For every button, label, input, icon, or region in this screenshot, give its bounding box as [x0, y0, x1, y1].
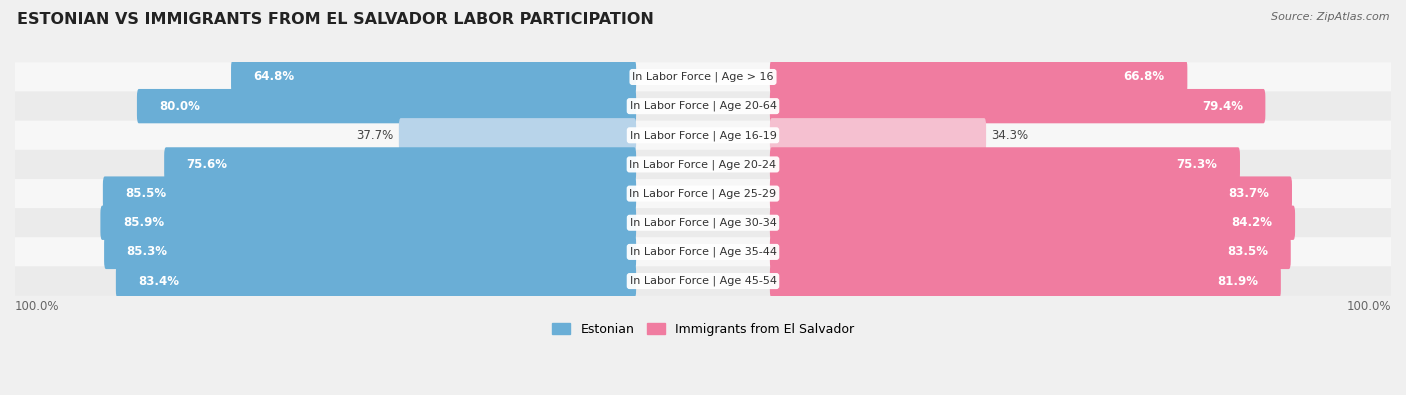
Text: 83.5%: 83.5%	[1227, 245, 1268, 258]
Text: 37.7%: 37.7%	[357, 129, 394, 142]
FancyBboxPatch shape	[770, 264, 1281, 298]
Text: 85.5%: 85.5%	[125, 187, 166, 200]
Text: 84.2%: 84.2%	[1232, 216, 1272, 229]
Text: In Labor Force | Age > 16: In Labor Force | Age > 16	[633, 72, 773, 82]
Text: 34.3%: 34.3%	[991, 129, 1028, 142]
Text: 85.9%: 85.9%	[122, 216, 165, 229]
FancyBboxPatch shape	[770, 60, 1187, 94]
FancyBboxPatch shape	[103, 177, 636, 211]
Text: In Labor Force | Age 45-54: In Labor Force | Age 45-54	[630, 276, 776, 286]
FancyBboxPatch shape	[15, 179, 1391, 208]
Text: 79.4%: 79.4%	[1202, 100, 1243, 113]
FancyBboxPatch shape	[15, 237, 1391, 267]
Text: In Labor Force | Age 25-29: In Labor Force | Age 25-29	[630, 188, 776, 199]
FancyBboxPatch shape	[770, 118, 986, 152]
Text: 75.6%: 75.6%	[187, 158, 228, 171]
Text: 80.0%: 80.0%	[159, 100, 200, 113]
Text: 100.0%: 100.0%	[15, 300, 59, 313]
FancyBboxPatch shape	[770, 205, 1295, 240]
Text: In Labor Force | Age 16-19: In Labor Force | Age 16-19	[630, 130, 776, 141]
FancyBboxPatch shape	[100, 205, 636, 240]
Text: 81.9%: 81.9%	[1218, 275, 1258, 288]
FancyBboxPatch shape	[770, 177, 1292, 211]
FancyBboxPatch shape	[165, 147, 636, 182]
FancyBboxPatch shape	[136, 89, 636, 123]
FancyBboxPatch shape	[115, 264, 636, 298]
FancyBboxPatch shape	[104, 235, 636, 269]
Text: 85.3%: 85.3%	[127, 245, 167, 258]
FancyBboxPatch shape	[15, 62, 1391, 92]
FancyBboxPatch shape	[15, 208, 1391, 237]
FancyBboxPatch shape	[15, 150, 1391, 179]
Text: In Labor Force | Age 20-24: In Labor Force | Age 20-24	[630, 159, 776, 170]
Text: 83.7%: 83.7%	[1229, 187, 1270, 200]
Text: In Labor Force | Age 35-44: In Labor Force | Age 35-44	[630, 246, 776, 257]
FancyBboxPatch shape	[770, 235, 1291, 269]
FancyBboxPatch shape	[15, 267, 1391, 295]
Text: In Labor Force | Age 30-34: In Labor Force | Age 30-34	[630, 218, 776, 228]
Text: 66.8%: 66.8%	[1123, 70, 1164, 83]
FancyBboxPatch shape	[15, 92, 1391, 121]
Text: In Labor Force | Age 20-64: In Labor Force | Age 20-64	[630, 101, 776, 111]
Text: ESTONIAN VS IMMIGRANTS FROM EL SALVADOR LABOR PARTICIPATION: ESTONIAN VS IMMIGRANTS FROM EL SALVADOR …	[17, 12, 654, 27]
Text: 83.4%: 83.4%	[138, 275, 180, 288]
FancyBboxPatch shape	[15, 121, 1391, 150]
Text: Source: ZipAtlas.com: Source: ZipAtlas.com	[1271, 12, 1389, 22]
FancyBboxPatch shape	[770, 147, 1240, 182]
Legend: Estonian, Immigrants from El Salvador: Estonian, Immigrants from El Salvador	[547, 318, 859, 341]
FancyBboxPatch shape	[770, 89, 1265, 123]
Text: 64.8%: 64.8%	[253, 70, 295, 83]
Text: 75.3%: 75.3%	[1177, 158, 1218, 171]
FancyBboxPatch shape	[231, 60, 636, 94]
Text: 100.0%: 100.0%	[1347, 300, 1391, 313]
FancyBboxPatch shape	[399, 118, 636, 152]
